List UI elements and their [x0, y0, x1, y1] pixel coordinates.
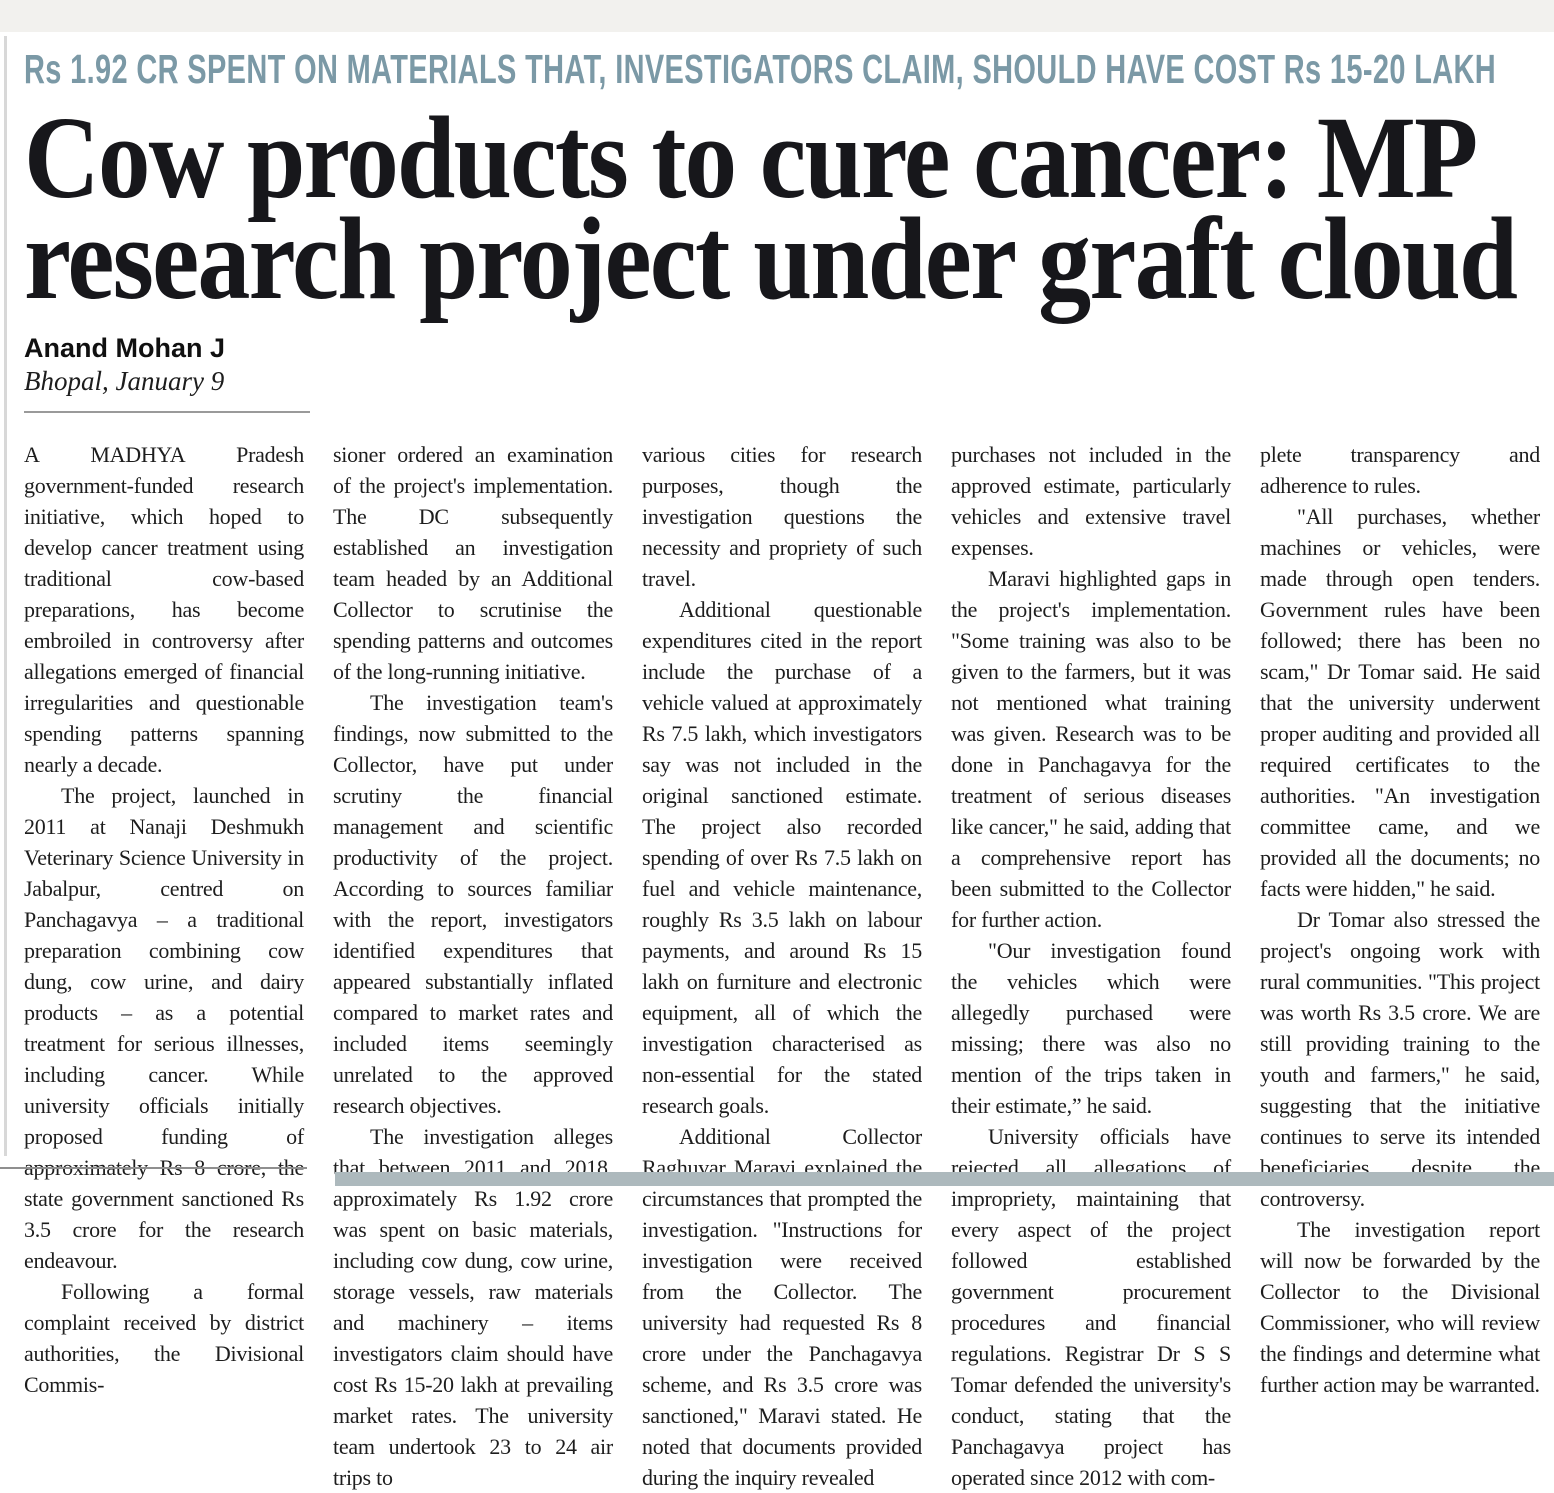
- byline-divider: [24, 411, 310, 413]
- byline-dateline: Bhopal, January 9: [24, 366, 225, 396]
- paragraph: Dr Tomar also stressed the project's ong…: [1260, 907, 1540, 1211]
- kicker: Rs 1.92 CR SPENT ON MATERIALS THAT, INVE…: [24, 46, 1542, 93]
- paragraph: plete transparency and adherence to rule…: [1260, 442, 1540, 498]
- paragraph: "Our investigation found the vehicles wh…: [951, 938, 1231, 1118]
- paragraph: sioner ordered an examination of the pro…: [333, 442, 613, 684]
- paragraph: "All purchases, whether machines or vehi…: [1260, 504, 1540, 901]
- article-column: purchases not included in the approved e…: [951, 439, 1231, 1493]
- article-column: various cities for research purposes, th…: [642, 439, 922, 1493]
- page-left-fold-line: [4, 36, 7, 1156]
- kicker-text: Rs 1.92 CR SPENT ON MATERIALS THAT, INVE…: [24, 46, 1497, 92]
- paragraph: various cities for research purposes, th…: [642, 442, 922, 591]
- paragraph: The investigation report will now be for…: [1260, 1217, 1540, 1397]
- headline: Cow products to cure cancer: MP research…: [24, 92, 1542, 324]
- headline-line-2: research project under graft cloud: [24, 193, 1518, 324]
- paragraph: The project, launched in 2011 at Nanaji …: [24, 783, 304, 1273]
- paragraph: Following a formal complaint received by…: [24, 1279, 304, 1397]
- paragraph: purchases not included in the approved e…: [951, 442, 1231, 560]
- page-top-margin: [0, 0, 1554, 32]
- byline-author: Anand Mohan J: [24, 333, 225, 363]
- byline: Anand Mohan J Bhopal, January 9: [24, 333, 1542, 413]
- article-column: plete transparency and adherence to rule…: [1260, 439, 1540, 1493]
- article: Rs 1.92 CR SPENT ON MATERIALS THAT, INVE…: [24, 34, 1542, 1493]
- article-column: A MADHYA Pradesh government-funded resea…: [24, 439, 304, 1493]
- article-column: sioner ordered an examination of the pro…: [333, 439, 613, 1493]
- headline-line-1: Cow products to cure cancer: MP: [24, 92, 1478, 223]
- next-article-divider: [0, 1167, 307, 1169]
- article-columns: A MADHYA Pradesh government-funded resea…: [24, 439, 1540, 1493]
- paragraph: Maravi highlighted gaps in the project's…: [951, 566, 1231, 932]
- paragraph: A MADHYA Pradesh government-funded resea…: [24, 442, 304, 777]
- next-section-panel-edge: [335, 1172, 1554, 1186]
- paragraph: Additional questionable expenditures cit…: [642, 597, 922, 1118]
- paragraph: The investigation team's findings, now s…: [333, 690, 613, 1118]
